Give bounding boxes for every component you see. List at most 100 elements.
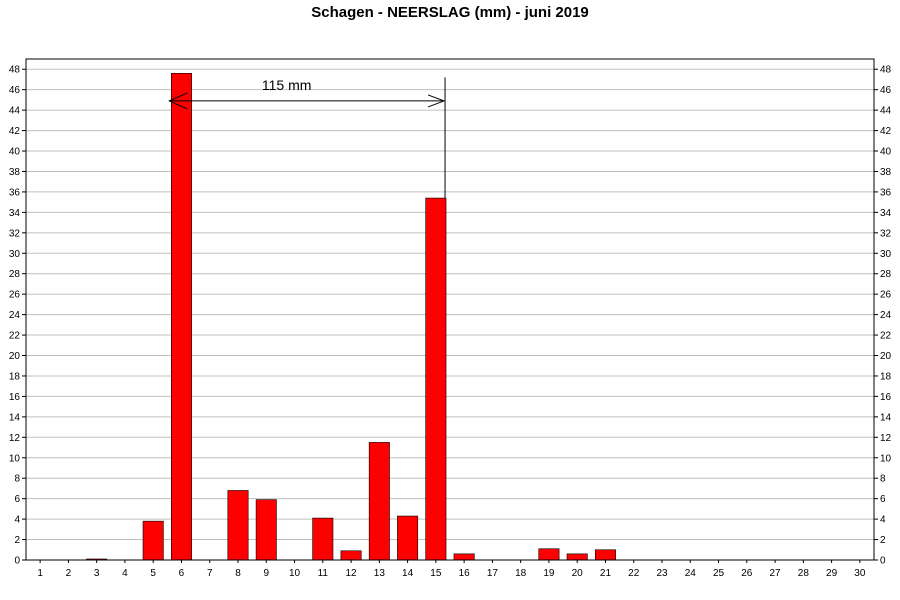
y-tick-label-left: 46 — [9, 85, 21, 96]
grid-lines — [26, 68, 874, 541]
y-tick-label-left: 36 — [9, 187, 21, 198]
y-tick-label-right: 40 — [880, 147, 892, 158]
y-tick-label-right: 44 — [880, 106, 892, 117]
y-tick-label-right: 16 — [880, 392, 892, 403]
x-tick-label: 3 — [94, 568, 100, 579]
bar-day-15 — [425, 197, 447, 561]
x-tick-label: 13 — [374, 568, 386, 579]
y-tick-label-right: 36 — [880, 187, 892, 198]
y-tick-label-right: 0 — [880, 556, 886, 567]
x-tick-label: 5 — [150, 568, 156, 579]
y-tick-label-left: 14 — [9, 412, 21, 423]
x-axis-ticks: 1 2 3 4 5 6 7 8 9 10 11 12 13 14 15 16 17 18 19 20 21 22 23 24 2… — [37, 560, 866, 579]
x-tick-label: 18 — [515, 568, 527, 579]
chart-title: Schagen - NEERSLAG (mm) - juni 2019 — [311, 4, 589, 21]
x-tick-label: 30 — [854, 568, 866, 579]
y-tick-label-right: 10 — [880, 453, 892, 464]
x-tick-label: 23 — [656, 568, 668, 579]
y-tick-label-right: 12 — [880, 433, 892, 444]
y-tick-label-left: 2 — [14, 535, 20, 546]
y-tick-label-right: 30 — [880, 249, 892, 260]
y-tick-label-left: 44 — [9, 106, 21, 117]
y-tick-label-right: 34 — [880, 208, 892, 219]
x-tick-label: 29 — [826, 568, 838, 579]
x-tick-label: 7 — [207, 568, 213, 579]
annotation-label: 115 mm — [262, 77, 312, 93]
bar-day-11 — [312, 517, 334, 561]
x-tick-label: 27 — [770, 568, 782, 579]
y-tick-label-right: 4 — [880, 515, 886, 526]
x-tick-label: 21 — [600, 568, 612, 579]
y-tick-label-left: 24 — [9, 310, 21, 321]
y-tick-label-left: 10 — [9, 453, 21, 464]
y-tick-label-right: 22 — [880, 331, 892, 342]
bar-day-6 — [170, 73, 192, 561]
bar-series — [86, 73, 616, 561]
x-tick-label: 8 — [235, 568, 241, 579]
x-tick-label: 17 — [487, 568, 499, 579]
x-tick-label: 15 — [430, 568, 442, 579]
y-tick-label-left: 30 — [9, 249, 21, 260]
plot-frame — [25, 58, 875, 561]
y-tick-label-left: 32 — [9, 228, 21, 239]
y-tick-label-left: 42 — [9, 126, 21, 137]
annotation-arrowhead-left — [168, 92, 188, 110]
y-tick-label-left: 26 — [9, 290, 21, 301]
y-tick-label-left: 12 — [9, 433, 21, 444]
bar-day-8 — [227, 490, 249, 561]
x-tick-label: 25 — [713, 568, 725, 579]
bar-day-19 — [538, 548, 560, 561]
y-tick-label-left: 22 — [9, 331, 21, 342]
x-tick-label: 22 — [628, 568, 640, 579]
total-annotation: 115 mm — [168, 77, 446, 199]
y-tick-label-left: 40 — [9, 147, 21, 158]
x-tick-label: 11 — [318, 568, 329, 579]
y-tick-label-right: 26 — [880, 290, 892, 301]
y-tick-label-right: 46 — [880, 85, 892, 96]
y-tick-label-right: 8 — [880, 474, 886, 485]
x-tick-label: 28 — [798, 568, 810, 579]
x-tick-label: 9 — [263, 568, 269, 579]
y-tick-label-left: 0 — [14, 556, 20, 567]
x-tick-label: 1 — [37, 568, 43, 579]
x-tick-label: 12 — [346, 568, 358, 579]
y-tick-label-right: 6 — [880, 494, 886, 505]
y-tick-label-right: 28 — [880, 269, 892, 280]
y-tick-label-right: 2 — [880, 535, 886, 546]
y-tick-label-left: 8 — [14, 474, 20, 485]
y-tick-label-left: 20 — [9, 351, 21, 362]
y-tick-label-right: 38 — [880, 167, 892, 178]
x-tick-label: 16 — [459, 568, 471, 579]
x-tick-label: 24 — [685, 568, 697, 579]
y-tick-label-left: 6 — [14, 494, 20, 505]
y-tick-label-right: 18 — [880, 371, 892, 382]
x-tick-label: 2 — [66, 568, 72, 579]
y-tick-label-right: 14 — [880, 412, 892, 423]
y-axis-right-ticks: 0246810121416182022242628303234363840424… — [874, 65, 892, 567]
bar-day-16 — [453, 553, 475, 561]
y-axis-left-ticks: 0246810121416182022242628303234363840424… — [9, 65, 26, 567]
x-tick-label: 10 — [289, 568, 301, 579]
x-tick-label: 19 — [543, 568, 555, 579]
x-tick-label: 4 — [122, 568, 128, 579]
bar-day-5 — [142, 520, 164, 561]
x-tick-label: 6 — [179, 568, 185, 579]
bar-day-13 — [368, 442, 390, 561]
axes — [25, 58, 875, 561]
bar-day-21 — [594, 549, 616, 561]
y-tick-label-right: 24 — [880, 310, 892, 321]
bar-day-9 — [255, 499, 277, 561]
x-tick-label: 20 — [572, 568, 584, 579]
y-tick-label-left: 4 — [14, 515, 20, 526]
y-tick-label-left: 48 — [9, 65, 21, 76]
bar-day-12 — [340, 550, 362, 561]
y-tick-label-right: 20 — [880, 351, 892, 362]
bar-day-14 — [397, 515, 419, 561]
y-tick-label-left: 18 — [9, 371, 21, 382]
y-tick-label-right: 42 — [880, 126, 892, 137]
y-tick-label-left: 38 — [9, 167, 21, 178]
y-tick-label-right: 32 — [880, 228, 892, 239]
y-tick-label-left: 34 — [9, 208, 21, 219]
